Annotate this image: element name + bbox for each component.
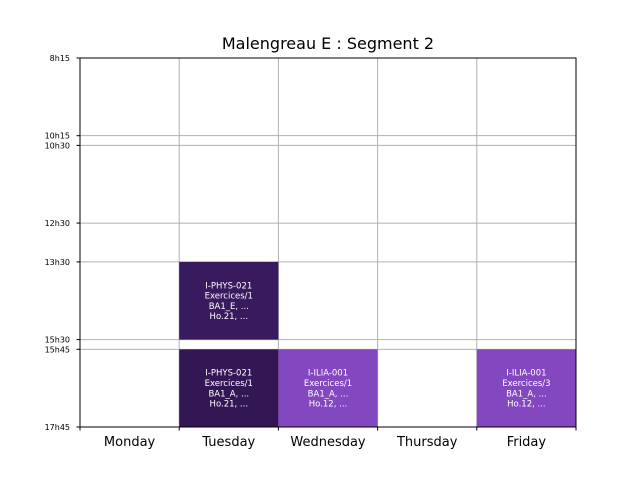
y-tick-label: 15h45 <box>45 345 70 354</box>
event-block <box>278 349 378 427</box>
x-tick-label: Monday <box>104 435 156 450</box>
event-label: I-ILIA-001 <box>308 369 348 379</box>
event-block <box>476 349 576 427</box>
event-label: I-PHYS-021 <box>205 369 252 379</box>
event-label: BA1_E, ... <box>209 302 249 312</box>
event-label: Ho.21, ... <box>210 400 248 410</box>
plot-frame <box>79 57 577 428</box>
x-tick-label: Wednesday <box>290 435 366 450</box>
x-tick-label: Tuesday <box>201 435 255 450</box>
x-axis: Monday Tuesday Wednesday Thursday Friday <box>79 427 577 450</box>
event-label: Ho.12, ... <box>507 400 545 410</box>
y-tick-label: 12h30 <box>45 219 70 228</box>
event-label: I-ILIA-001 <box>506 369 546 379</box>
event-label: Exercices/1 <box>205 379 253 389</box>
y-tick-label: 15h30 <box>45 336 70 345</box>
x-tick-label: Thursday <box>396 435 458 450</box>
y-tick-label: 10h15 <box>45 132 70 141</box>
y-tick-label: 17h45 <box>45 423 70 432</box>
event-label: BA1_A, ... <box>208 389 249 399</box>
event-label: Ho.21, ... <box>210 312 248 322</box>
event-label: BA1_A, ... <box>506 389 547 399</box>
event-label: Exercices/1 <box>304 379 352 389</box>
x-tick-label: Friday <box>507 435 547 450</box>
event-block <box>179 261 279 340</box>
y-tick-label: 10h30 <box>45 141 70 150</box>
event-label: Exercices/3 <box>502 379 550 389</box>
event-label: BA1_A, ... <box>308 389 349 399</box>
y-tick-label: 13h30 <box>45 258 70 267</box>
event-label: Exercices/1 <box>205 292 253 302</box>
event-label: I-PHYS-021 <box>205 281 252 291</box>
y-tick-label: 8h15 <box>50 54 70 63</box>
chart-title: Malengreau E : Segment 2 <box>222 34 434 53</box>
event-label: Ho.12, ... <box>309 400 347 410</box>
event-block <box>179 349 279 427</box>
